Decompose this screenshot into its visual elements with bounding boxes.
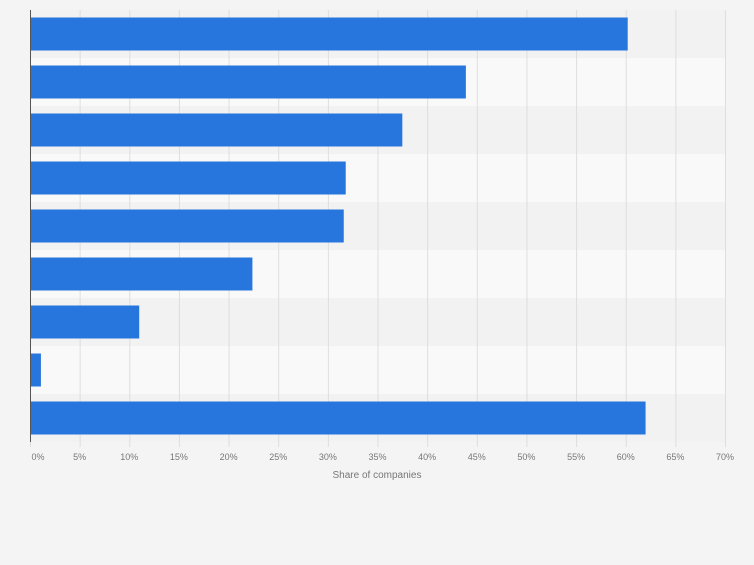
- x-tick-label: 5%: [73, 452, 86, 462]
- x-tick-label: 40%: [418, 452, 436, 462]
- bar[interactable]: [30, 161, 346, 195]
- bar[interactable]: [30, 65, 466, 99]
- x-axis-title: Share of companies: [333, 470, 422, 481]
- x-tick-label: 60%: [617, 452, 635, 462]
- bar[interactable]: [30, 305, 140, 339]
- x-tick-label: 10%: [120, 452, 138, 462]
- x-tick-label: 45%: [468, 452, 486, 462]
- bar[interactable]: [30, 401, 646, 435]
- x-tick-label: 20%: [220, 452, 238, 462]
- x-tick-label: 0%: [31, 452, 44, 462]
- x-tick-label: 35%: [368, 452, 386, 462]
- x-tick-label: 70%: [716, 452, 734, 462]
- bar[interactable]: [30, 113, 403, 147]
- x-tick-labels: 0% 5% 10% 15% 20% 25% 30% 35% 40% 45% 50% 55% 60% 65%…: [30, 442, 734, 462]
- bars: [30, 17, 646, 435]
- x-tick-label: 55%: [567, 452, 585, 462]
- x-tick-label: 65%: [666, 452, 684, 462]
- x-tick-label: 30%: [319, 452, 337, 462]
- x-tick-label: 25%: [269, 452, 287, 462]
- bar[interactable]: [30, 353, 41, 387]
- x-tick-label: 50%: [517, 452, 535, 462]
- bar[interactable]: [30, 17, 628, 51]
- bar[interactable]: [30, 209, 344, 243]
- bar[interactable]: [30, 257, 253, 291]
- x-tick-label: 15%: [170, 452, 188, 462]
